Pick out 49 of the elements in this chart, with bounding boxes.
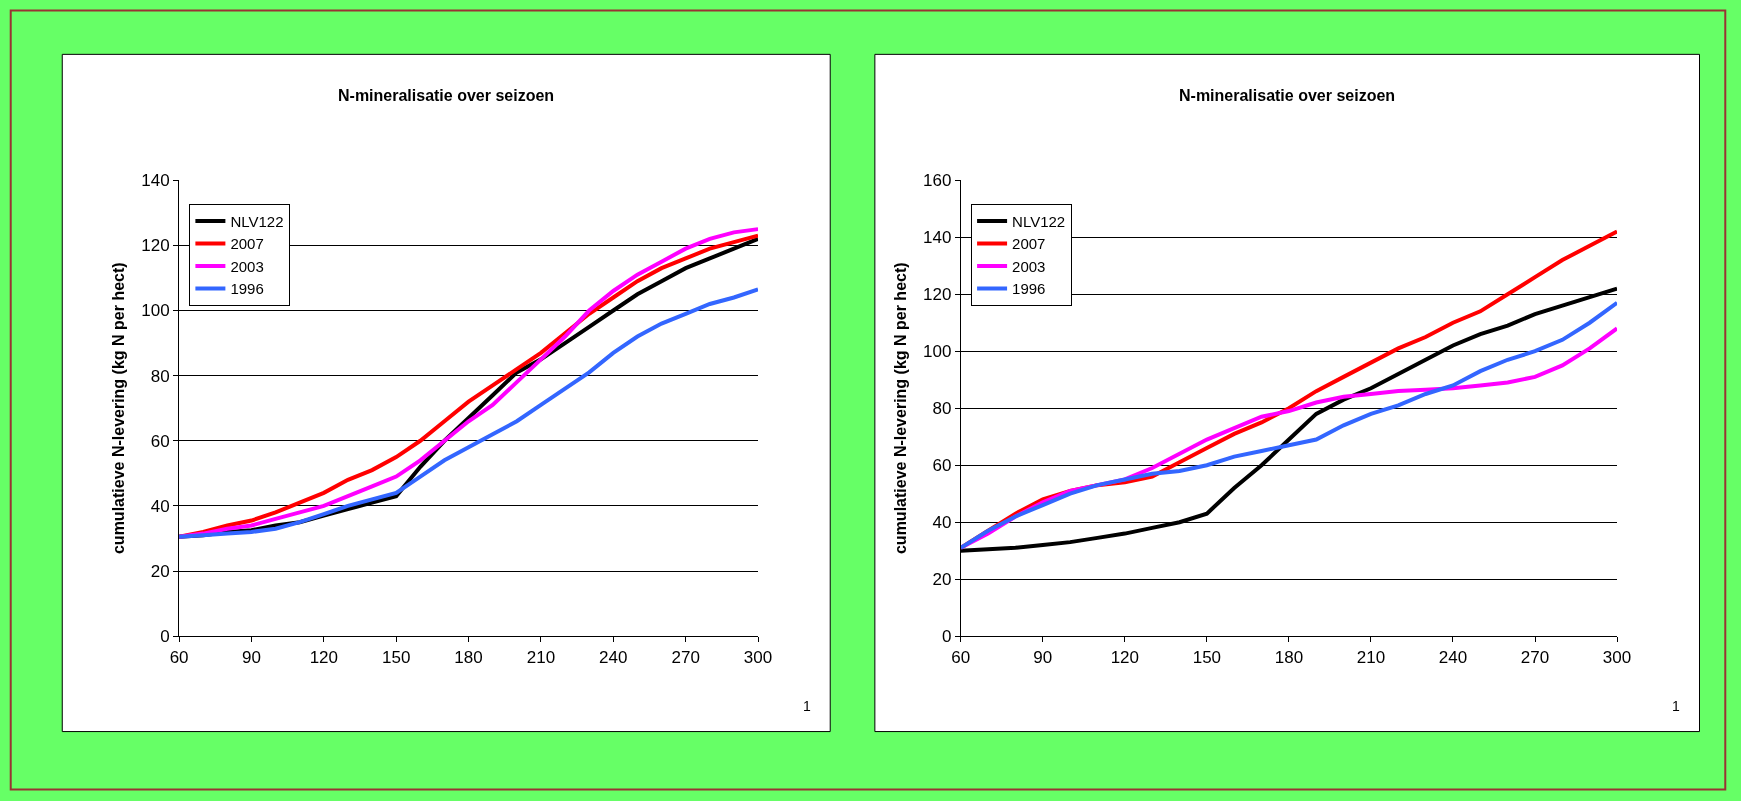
legend-label: NLV122 bbox=[1012, 212, 1066, 230]
y-tick-label: 20 bbox=[150, 561, 170, 581]
x-tick-label: 120 bbox=[1110, 647, 1140, 667]
x-tick-label: 300 bbox=[1602, 647, 1632, 667]
chart-title: N-mineralisatie over seizoen bbox=[1179, 87, 1396, 104]
x-tick-label: 150 bbox=[382, 647, 411, 667]
x-tick-label: 180 bbox=[454, 647, 483, 667]
y-tick-label: 120 bbox=[923, 285, 952, 305]
x-tick-label: 180 bbox=[1274, 647, 1304, 667]
x-tick-label: 240 bbox=[1438, 647, 1468, 667]
y-tick-label: 100 bbox=[141, 301, 170, 321]
y-tick-label: 60 bbox=[932, 456, 952, 476]
legend-label: 2007 bbox=[230, 235, 264, 253]
legend-label: 1996 bbox=[230, 280, 264, 298]
y-tick-label: 80 bbox=[932, 399, 952, 419]
y-tick-label: 0 bbox=[941, 627, 952, 647]
y-tick-label: 140 bbox=[141, 171, 170, 191]
legend-label: 2003 bbox=[230, 257, 264, 275]
legend-label: 2007 bbox=[1012, 235, 1046, 253]
x-tick-label: 120 bbox=[309, 647, 339, 667]
y-tick-label: 160 bbox=[923, 171, 952, 191]
chart-title: N-mineralisatie over seizoen bbox=[338, 87, 555, 104]
x-tick-label: 60 bbox=[169, 647, 189, 667]
text: 1 bbox=[1672, 698, 1680, 714]
x-tick-label: 240 bbox=[599, 647, 628, 667]
legend-label: 1996 bbox=[1012, 280, 1046, 298]
y-tick-label: 40 bbox=[150, 496, 170, 516]
x-tick-label: 300 bbox=[743, 647, 773, 667]
legend-label: NLV122 bbox=[230, 212, 284, 230]
y-tick-label: 40 bbox=[932, 513, 952, 533]
y-tick-label: 0 bbox=[160, 627, 170, 647]
y-tick-label: 120 bbox=[141, 236, 170, 256]
x-tick-label: 90 bbox=[241, 647, 261, 667]
x-tick-label: 270 bbox=[671, 647, 700, 667]
x-tick-label: 210 bbox=[526, 647, 556, 667]
x-tick-label: 210 bbox=[1356, 647, 1386, 667]
y-tick-label: 80 bbox=[150, 366, 170, 386]
x-tick-label: 60 bbox=[951, 647, 971, 667]
text: 1 bbox=[803, 698, 811, 714]
y-tick-label: 20 bbox=[932, 570, 952, 590]
y-tick-label: 60 bbox=[150, 431, 170, 451]
x-tick-label: 90 bbox=[1033, 647, 1053, 667]
legend-label: 2003 bbox=[1012, 257, 1046, 275]
y-axis-title: cumulatieve N-levering (kg N per hect) bbox=[110, 262, 128, 555]
y-tick-label: 100 bbox=[923, 342, 952, 362]
x-tick-label: 270 bbox=[1520, 647, 1550, 667]
y-axis-title: cumulatieve N-levering (kg N per hect) bbox=[891, 262, 909, 555]
y-tick-label: 140 bbox=[923, 228, 952, 248]
x-tick-label: 150 bbox=[1192, 647, 1222, 667]
